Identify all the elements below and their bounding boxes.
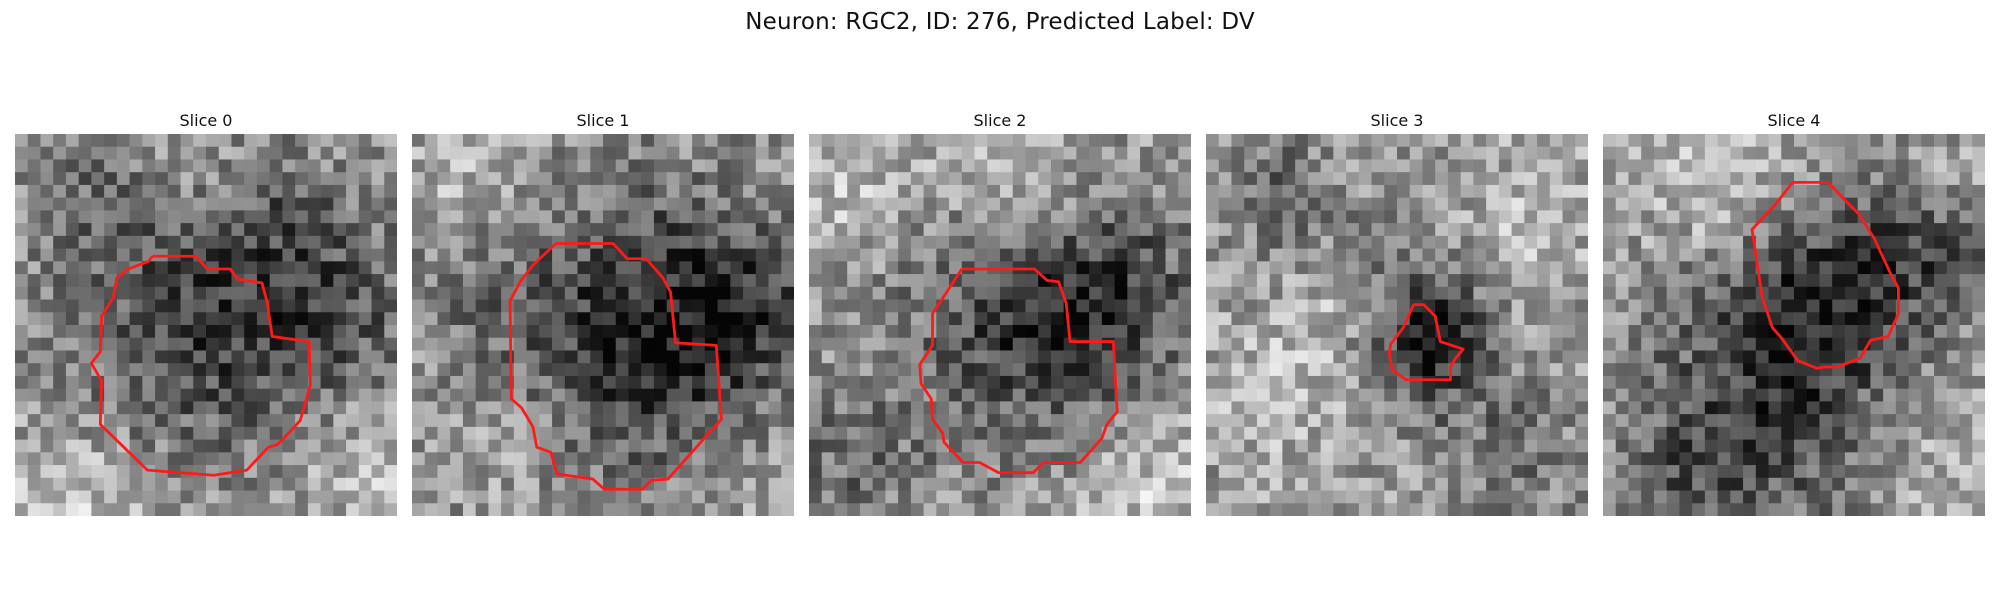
- slice-panel-2: Slice 2: [809, 108, 1191, 528]
- slice-title-3: Slice 3: [1370, 111, 1424, 130]
- slice-panels: Slice 0 Slice 1 Slice 2 Slice 3 Slice 4: [15, 108, 1985, 528]
- slice-panel-4: Slice 4: [1603, 108, 1985, 528]
- slice-panel-0: Slice 0: [15, 108, 397, 528]
- slice-image-3: [1206, 134, 1588, 516]
- slice-pixels-4: [1603, 134, 1985, 516]
- slice-pixels-1: [412, 134, 794, 516]
- slice-contour-2: [918, 267, 1119, 475]
- slice-pixels-0: [15, 134, 397, 516]
- slice-pixels-2: [809, 134, 1191, 516]
- slice-contour-1: [508, 242, 723, 491]
- slice-contour-3: [1387, 303, 1465, 382]
- slice-panel-1: Slice 1: [412, 108, 794, 528]
- slice-title-2: Slice 2: [973, 111, 1027, 130]
- slice-contour-0: [89, 254, 312, 477]
- slice-title-4: Slice 4: [1767, 111, 1821, 130]
- slice-image-4: [1603, 134, 1985, 516]
- slice-panel-3: Slice 3: [1206, 108, 1588, 528]
- slice-image-2: [809, 134, 1191, 516]
- slice-title-0: Slice 0: [179, 111, 233, 130]
- slice-pixels-3: [1206, 134, 1588, 516]
- slice-contour-4: [1750, 180, 1900, 370]
- slice-image-0: [15, 134, 397, 516]
- figure-title: Neuron: RGC2, ID: 276, Predicted Label: …: [745, 9, 1255, 35]
- slice-image-1: [412, 134, 794, 516]
- slice-title-1: Slice 1: [576, 111, 630, 130]
